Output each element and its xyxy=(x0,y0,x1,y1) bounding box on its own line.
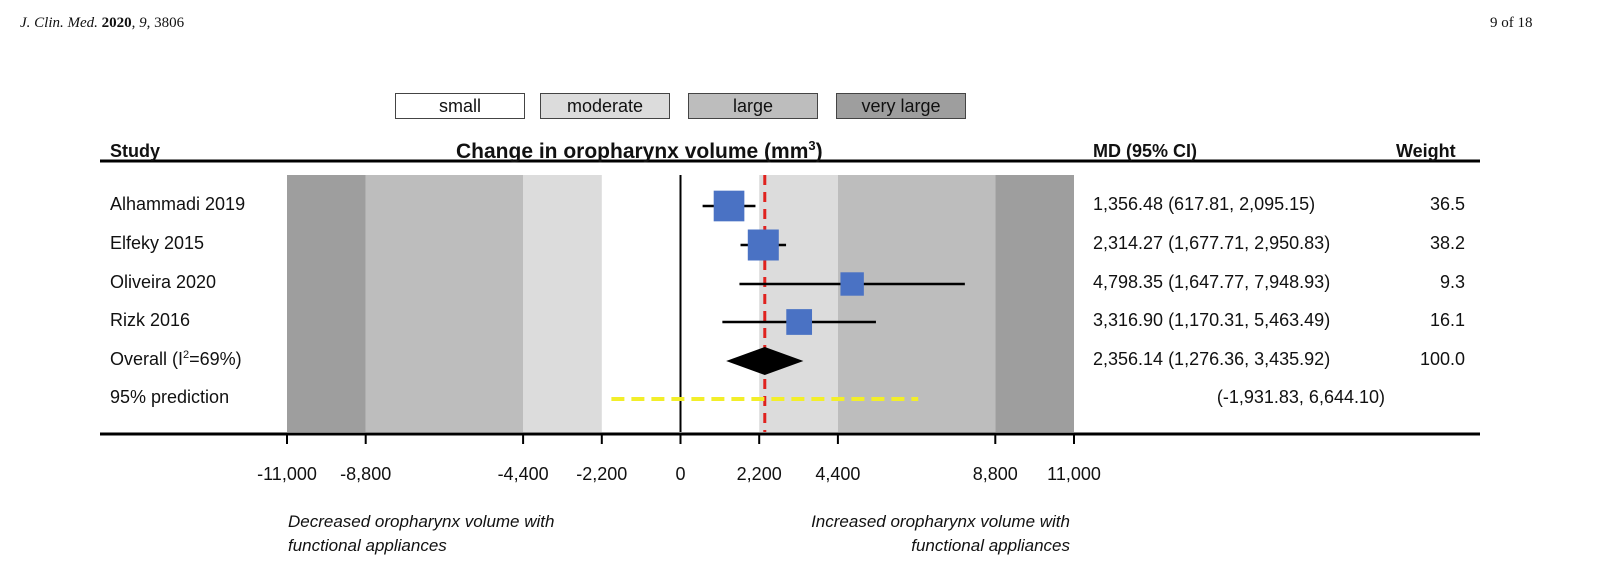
page-number: 9 of 18 xyxy=(1490,15,1533,31)
x-tick-label: 11,000 xyxy=(1047,464,1101,484)
x-tick-label: -2,200 xyxy=(576,464,627,484)
x-tick-label: 4,400 xyxy=(815,464,860,484)
ci-text-overall: 2,356.14 (1,276.36, 3,435.92) xyxy=(1093,349,1331,369)
legend-moderate: moderate xyxy=(540,93,670,119)
column-header-study: Study xyxy=(110,141,161,161)
weight-alhammadi: 36.5 xyxy=(1429,194,1465,214)
journal-name: J. Clin. Med. xyxy=(20,15,98,31)
weight-rizk: 16.1 xyxy=(1429,310,1465,330)
study-label-alhammadi: Alhammadi 2019 xyxy=(110,194,246,214)
journal-volume: 9 xyxy=(139,15,147,31)
journal-year: 2020 xyxy=(101,15,132,31)
study-label-elfeky: Elfeky 2015 xyxy=(110,233,205,253)
ci-text-oliveira: 4,798.35 (1,647.77, 7,948.93) xyxy=(1093,272,1331,292)
ci-text-prediction: (-1,931.83, 6,644.10) xyxy=(1216,387,1385,407)
x-tick-label: 0 xyxy=(675,464,685,484)
effect-marker xyxy=(840,272,864,296)
overall-label: Overall (I2=69%) xyxy=(110,349,242,369)
column-header-weight: Weight xyxy=(1396,141,1456,161)
overall-diamond xyxy=(726,347,804,375)
ci-text-rizk: 3,316.90 (1,170.31, 5,463.49) xyxy=(1093,310,1331,330)
weight-oliveira: 9.3 xyxy=(1439,272,1465,292)
study-label-oliveira: Oliveira 2020 xyxy=(110,272,217,292)
band-moderate-neg xyxy=(523,175,602,432)
band-moderate-pos xyxy=(759,175,838,432)
journal-citation: J. Clin. Med. 2020, 9, 3806 xyxy=(20,15,185,31)
legend-large: large xyxy=(688,93,818,119)
weight-elfeky: 38.2 xyxy=(1429,233,1465,253)
ci-text-alhammadi: 1,356.48 (617.81, 2,095.15) xyxy=(1093,194,1316,214)
band-small-neg xyxy=(601,175,681,432)
x-tick-label: -11,000 xyxy=(257,464,317,484)
effect-marker xyxy=(713,190,745,222)
legend-small: small xyxy=(395,93,525,119)
x-tick-label: -8,800 xyxy=(340,464,391,484)
x-tick-label: -4,400 xyxy=(498,464,549,484)
effect-marker xyxy=(747,229,779,261)
effect-marker xyxy=(786,309,813,335)
legend-very-large: very large xyxy=(836,93,966,119)
band-very-large-neg xyxy=(287,175,366,432)
journal-article: 3806 xyxy=(154,15,185,31)
column-header-md: MD (95% CI) xyxy=(1093,141,1198,161)
band-large-neg xyxy=(365,175,524,432)
band-very-large-pos xyxy=(995,175,1074,432)
chart-title: Change in oropharynx volume (mm3) xyxy=(456,138,823,163)
x-tick-label: 2,200 xyxy=(737,464,782,484)
ci-text-elfeky: 2,314.27 (1,677.71, 2,950.83) xyxy=(1093,233,1331,253)
study-label-rizk: Rizk 2016 xyxy=(110,310,191,330)
x-tick-label: 8,800 xyxy=(973,464,1018,484)
band-large-pos xyxy=(837,175,996,432)
right-direction-note: Increased oropharynx volume with function… xyxy=(811,512,1070,555)
left-direction-note: Decreased oropharynx volume with function… xyxy=(288,512,555,555)
prediction-label: 95% prediction xyxy=(110,387,230,407)
weight-overall: 100.0 xyxy=(1419,349,1465,369)
